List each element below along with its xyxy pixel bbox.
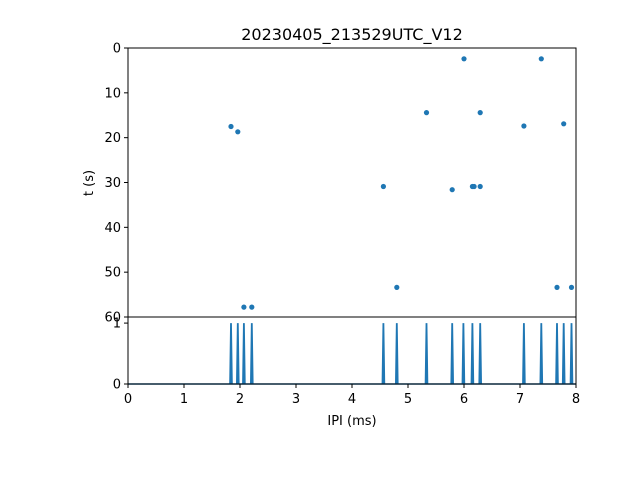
spike-line [478, 323, 482, 385]
x-tick-label: 7 [516, 392, 524, 407]
spike-line [450, 323, 454, 385]
spike-line [522, 323, 526, 385]
spike-line [424, 323, 429, 385]
spike-line [395, 323, 399, 385]
scatter-point [554, 284, 560, 290]
y-tick-label: 0 [113, 42, 121, 57]
y-tick-label: 60 [104, 311, 121, 326]
scatter-point [477, 183, 483, 190]
y-axis-label: t (s) [82, 170, 97, 196]
x-tick-label: 4 [348, 392, 356, 407]
x-tick-label: 6 [460, 392, 468, 407]
x-tick-label: 3 [292, 392, 300, 407]
spike-line [242, 323, 246, 385]
scatter-point [380, 183, 386, 190]
scatter-point [241, 304, 247, 310]
y-tick-label: 30 [104, 176, 121, 191]
scatter-point [477, 110, 483, 116]
scatter-point [471, 183, 477, 190]
scatter-point [561, 121, 567, 127]
chart-title: 20230405_213529UTC_V12 [241, 25, 463, 45]
scatter-point [521, 123, 527, 129]
spike-line [561, 323, 566, 385]
spike-line [461, 323, 466, 385]
spike-line [236, 323, 240, 385]
scatter-point [235, 129, 241, 135]
scatter-point [394, 284, 400, 290]
y-tick-label: 50 [104, 266, 121, 281]
spike-line [555, 323, 559, 385]
x-tick-label: 8 [572, 392, 580, 407]
y-tick-label: 0 [113, 378, 121, 393]
spike-line [470, 323, 475, 385]
x-tick-label: 5 [404, 392, 412, 407]
spike-line [381, 323, 386, 385]
scatter-point [461, 56, 467, 62]
x-tick-label: 0 [124, 392, 132, 407]
spike-line [250, 323, 254, 385]
spike-line [569, 323, 574, 385]
scatter-point [423, 110, 430, 116]
scatter-point [249, 304, 255, 310]
scatter-point [449, 187, 455, 193]
y-tick-label: 1 [113, 317, 121, 332]
scatter-point [538, 56, 544, 62]
spike-line [229, 323, 233, 385]
x-tick-label: 2 [236, 392, 244, 407]
y-tick-label: 20 [104, 131, 121, 146]
spike-plot-area: 0 1 0 1 2 3 4 5 6 7 8 [113, 316, 580, 407]
scatter-point [568, 284, 575, 290]
x-tick-label: 1 [180, 392, 188, 407]
scatter-plot-area: 0 10 20 30 40 50 60 [104, 42, 577, 326]
y-tick-label: 10 [104, 86, 121, 101]
x-axis-label: IPI (ms) [327, 414, 376, 429]
scatter-point [228, 123, 234, 130]
spike-line [539, 323, 544, 385]
y-tick-label: 40 [104, 221, 121, 236]
